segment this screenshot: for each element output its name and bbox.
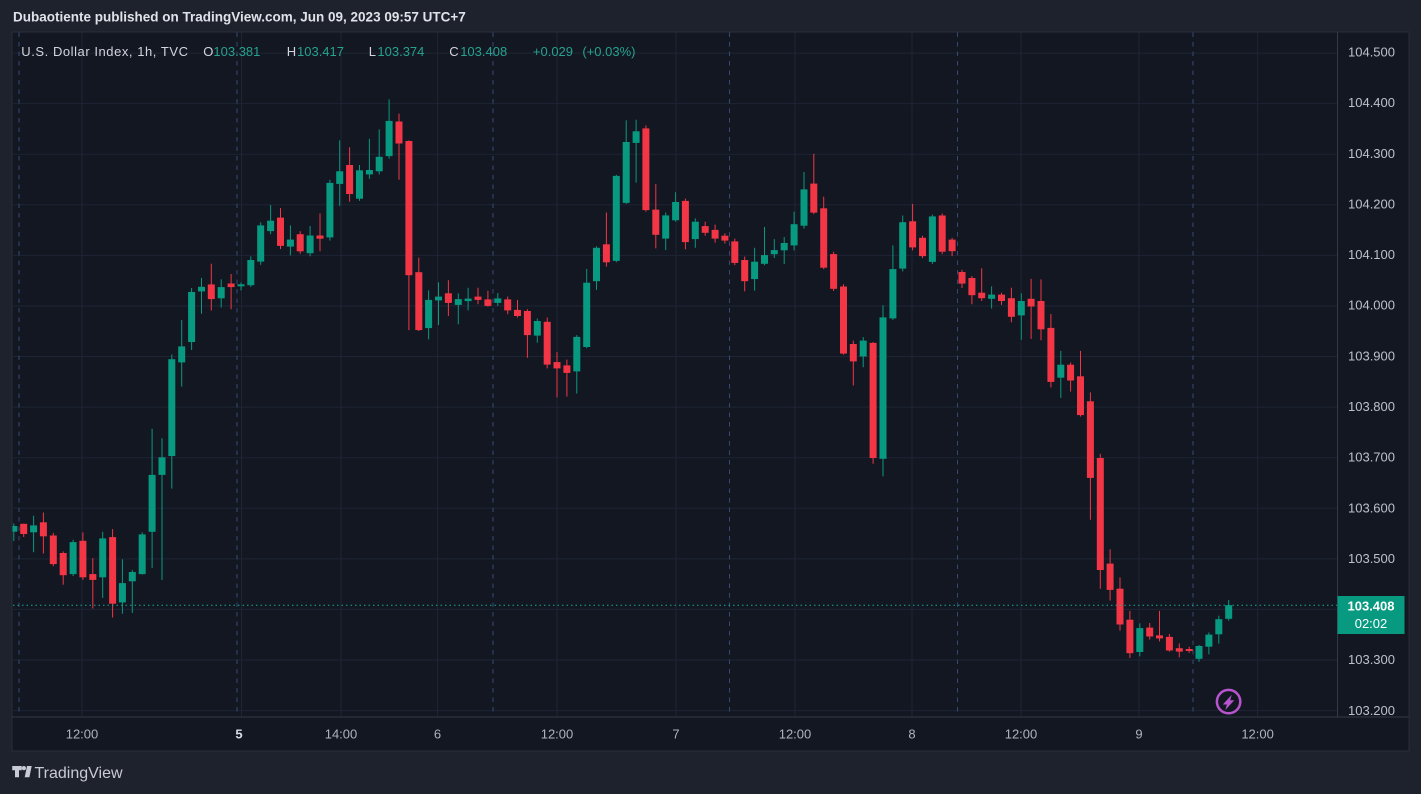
svg-text:103.381: 103.381 [213,44,260,59]
svg-text:103.408: 103.408 [460,44,507,59]
svg-text:103.417: 103.417 [297,44,344,59]
svg-text:104.300: 104.300 [1348,146,1395,161]
svg-text:103.600: 103.600 [1348,500,1395,515]
svg-text:104.400: 104.400 [1348,95,1395,110]
svg-text:103.500: 103.500 [1348,551,1395,566]
svg-text:103.700: 103.700 [1348,450,1395,465]
svg-text:103.900: 103.900 [1348,348,1395,363]
svg-text:12:00: 12:00 [66,727,99,742]
svg-text:TradingView: TradingView [35,765,123,782]
svg-text:U.S. Dollar Index, 1h, TVC: U.S. Dollar Index, 1h, TVC [21,44,188,59]
svg-text:5: 5 [235,727,242,742]
svg-text:103.200: 103.200 [1348,703,1395,718]
svg-text:L: L [369,44,376,59]
svg-text:12:00: 12:00 [1241,727,1274,742]
svg-text:+0.029: +0.029 [533,44,573,59]
svg-text:12:00: 12:00 [1005,727,1038,742]
svg-text:6: 6 [434,727,441,742]
svg-text:9: 9 [1135,727,1142,742]
svg-text:103.374: 103.374 [377,44,424,59]
svg-text:103.800: 103.800 [1348,399,1395,414]
svg-text:7: 7 [672,727,679,742]
svg-text:104.100: 104.100 [1348,247,1395,262]
svg-text:C: C [449,44,458,59]
svg-text:103.408: 103.408 [1348,599,1395,614]
svg-text:104.000: 104.000 [1348,298,1395,313]
svg-text:104.500: 104.500 [1348,45,1395,60]
svg-text:103.300: 103.300 [1348,652,1395,667]
svg-text:O: O [203,44,213,59]
svg-text:8: 8 [908,727,915,742]
svg-text:12:00: 12:00 [779,727,812,742]
svg-text:14:00: 14:00 [325,727,358,742]
svg-text:12:00: 12:00 [541,727,574,742]
svg-text:Dubaotiente published on Tradi: Dubaotiente published on TradingView.com… [13,10,466,25]
svg-text:02:02: 02:02 [1355,616,1388,631]
svg-text:104.200: 104.200 [1348,196,1395,211]
svg-text:H: H [287,44,296,59]
svg-text:(+0.03%): (+0.03%) [582,44,635,59]
